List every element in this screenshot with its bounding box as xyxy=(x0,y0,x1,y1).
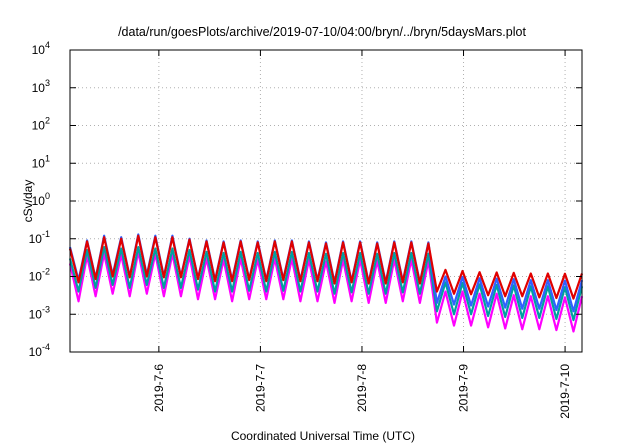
x-tick-label: 2019-7-6 xyxy=(152,364,166,412)
x-axis-ticks: 2019-7-6 2019-7-7 2019-7-8 2019-7-9 2019-7-1… xyxy=(152,50,572,419)
x-tick-label: 2019-7-7 xyxy=(253,364,267,412)
series-line xyxy=(68,246,584,322)
y-tick-label: 10-2 xyxy=(29,267,50,284)
x-tick-label: 2019-7-10 xyxy=(558,364,572,419)
chart-title: /data/run/goesPlots/archive/2019-07-10/0… xyxy=(118,25,526,39)
x-tick-label: 2019-7-9 xyxy=(457,364,471,412)
y-tick-label: 10-3 xyxy=(29,304,50,321)
series-layer xyxy=(68,233,584,333)
x-axis-label: Coordinated Universal Time (UTC) xyxy=(231,429,415,443)
y-axis-label: cSv/day xyxy=(21,180,35,223)
series-line xyxy=(68,234,584,300)
grid-lines xyxy=(70,50,582,352)
y-tick-label: 104 xyxy=(32,40,50,57)
y-tick-label: 101 xyxy=(32,153,50,170)
y-tick-label: 103 xyxy=(32,78,50,95)
y-tick-label: 10-4 xyxy=(29,342,50,359)
y-tick-label: 10-1 xyxy=(29,229,50,246)
x-tick-label: 2019-7-8 xyxy=(355,364,369,412)
series-line xyxy=(68,250,584,333)
y-tick-label: 102 xyxy=(32,116,50,133)
